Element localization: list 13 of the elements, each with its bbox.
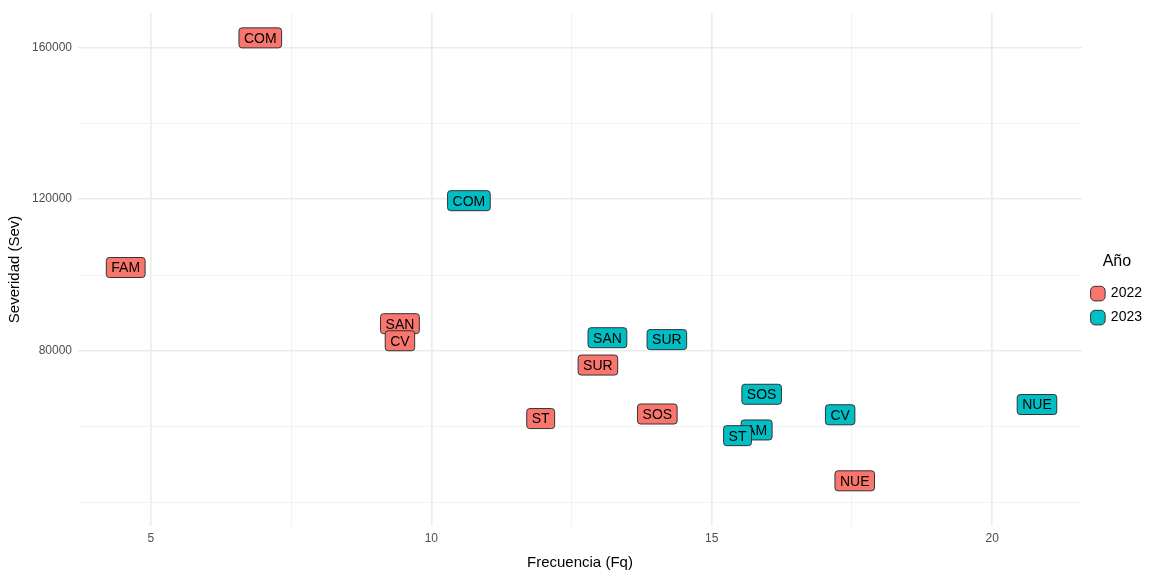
data-label: ST <box>531 410 551 427</box>
legend-title: Año <box>1102 251 1132 269</box>
x-axis-title: Frecuencia (Fq) <box>527 553 633 571</box>
x-tick-label: 5 <box>147 531 155 546</box>
y-tick-label: 120000 <box>32 191 73 206</box>
y-axis-title: Severidad (Sev) <box>5 215 23 324</box>
x-tick-label: 10 <box>424 531 439 546</box>
y-tick-label: 80000 <box>38 343 73 358</box>
x-tick-label: 20 <box>985 531 1000 546</box>
legend-label: 2022 <box>1110 284 1143 301</box>
x-tick-label: 15 <box>705 531 719 546</box>
legend-label: 2023 <box>1110 308 1143 325</box>
y-tick-label: 160000 <box>32 39 73 54</box>
